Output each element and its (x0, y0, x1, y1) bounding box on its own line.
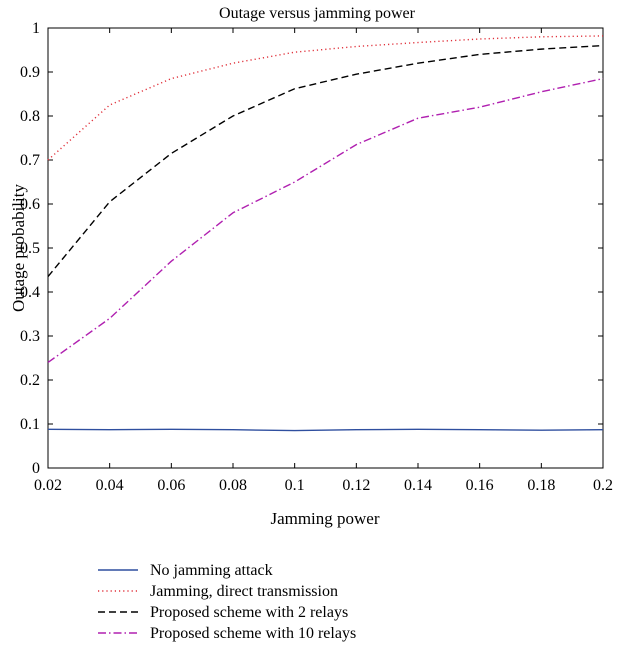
x-tick-label: 0.04 (96, 477, 124, 494)
x-tick-label: 0.1 (285, 477, 305, 494)
y-tick-label: 0.8 (20, 108, 40, 125)
x-tick-label: 0.2 (593, 477, 613, 494)
x-tick-label: 0.18 (527, 477, 555, 494)
ticks (47, 27, 604, 469)
x-tick-labels: 0.02 0.04 0.06 0.08 0.1 0.12 0.14 0.16 0.18 0.2 (34, 477, 613, 494)
x-tick-label: 0.12 (342, 477, 370, 494)
chart-title: Outage versus jamming power (219, 5, 416, 22)
x-tick-label: 0.16 (466, 477, 494, 494)
y-tick-label: 0.3 (20, 328, 40, 345)
x-tick-label: 0.06 (157, 477, 185, 494)
y-tick-label: 0.2 (20, 372, 40, 389)
x-tick-label: 0.02 (34, 477, 62, 494)
legend: No jamming attack Jamming, direct transmi… (98, 562, 356, 642)
x-tick-label: 0.14 (404, 477, 432, 494)
series-line-4 (47, 77, 604, 363)
series-line-1 (47, 428, 604, 432)
y-tick-label: 0.4 (20, 284, 40, 301)
legend-label: Proposed scheme with 10 relays (150, 625, 356, 642)
y-tick-label: 0.6 (20, 196, 40, 213)
y-tick-label: 0.1 (20, 416, 40, 433)
x-tick-label: 0.08 (219, 477, 247, 494)
y-tick-label: 0.5 (20, 240, 40, 257)
y-tick-label: 0.9 (20, 64, 40, 81)
y-tick-label: 0.7 (20, 152, 40, 169)
series-lines (47, 35, 604, 432)
y-tick-label: 1 (32, 20, 40, 37)
y-axis-label: Outage probability (9, 184, 28, 312)
legend-label: Jamming, direct transmission (150, 583, 338, 600)
x-axis-label: Jamming power (270, 509, 379, 528)
series-line-3 (47, 44, 604, 278)
plot-area (47, 27, 604, 469)
y-tick-labels: 0 0.1 0.2 0.3 0.4 0.5 0.6 0.7 0.8 0.9 1 (20, 20, 40, 477)
series-line-2 (47, 35, 604, 161)
legend-label: Proposed scheme with 2 relays (150, 604, 348, 621)
legend-label: No jamming attack (150, 562, 273, 579)
y-tick-label: 0 (32, 460, 40, 477)
